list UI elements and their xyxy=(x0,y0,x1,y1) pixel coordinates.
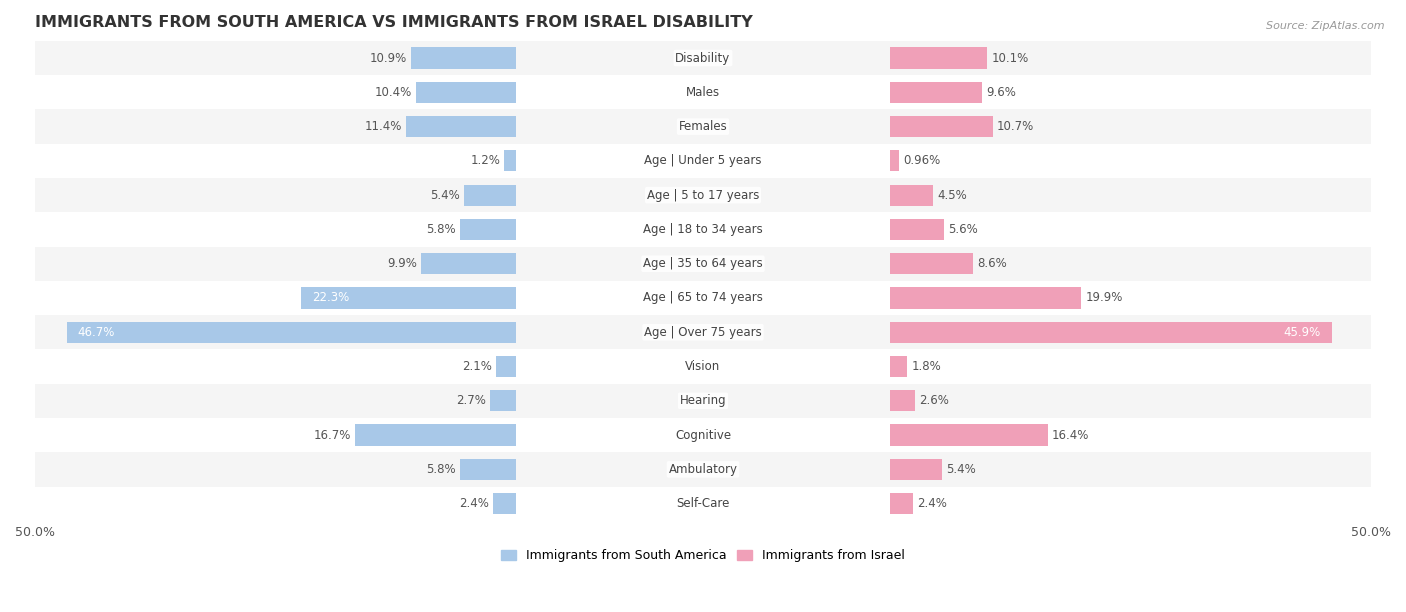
Text: Age | Over 75 years: Age | Over 75 years xyxy=(644,326,762,339)
Text: 9.6%: 9.6% xyxy=(987,86,1017,99)
Legend: Immigrants from South America, Immigrants from Israel: Immigrants from South America, Immigrant… xyxy=(496,544,910,567)
Text: 10.7%: 10.7% xyxy=(997,120,1035,133)
Text: Males: Males xyxy=(686,86,720,99)
Bar xyxy=(35,247,1371,281)
Text: Age | 18 to 34 years: Age | 18 to 34 years xyxy=(643,223,763,236)
Bar xyxy=(35,487,1371,521)
Bar xyxy=(66,322,516,343)
Bar xyxy=(35,418,1371,452)
Bar xyxy=(301,288,516,308)
Bar xyxy=(406,116,516,137)
Text: 2.4%: 2.4% xyxy=(917,497,948,510)
Text: 22.3%: 22.3% xyxy=(312,291,349,305)
Text: Ambulatory: Ambulatory xyxy=(668,463,738,476)
Text: 4.5%: 4.5% xyxy=(938,188,967,201)
Bar xyxy=(505,150,516,171)
Bar xyxy=(890,81,983,103)
Text: Vision: Vision xyxy=(685,360,721,373)
Bar xyxy=(890,459,942,480)
Text: Age | Under 5 years: Age | Under 5 years xyxy=(644,154,762,167)
Bar xyxy=(35,452,1371,487)
Bar xyxy=(890,322,1331,343)
Text: 2.6%: 2.6% xyxy=(920,394,949,408)
Text: 9.9%: 9.9% xyxy=(387,257,416,271)
Bar xyxy=(35,144,1371,178)
Bar xyxy=(35,212,1371,247)
Bar xyxy=(35,178,1371,212)
Text: Age | 5 to 17 years: Age | 5 to 17 years xyxy=(647,188,759,201)
Bar xyxy=(460,219,516,240)
Text: 10.4%: 10.4% xyxy=(374,86,412,99)
Text: 45.9%: 45.9% xyxy=(1284,326,1320,339)
Bar xyxy=(420,253,516,274)
Bar xyxy=(890,425,1047,446)
Text: Source: ZipAtlas.com: Source: ZipAtlas.com xyxy=(1267,21,1385,31)
Bar xyxy=(496,356,516,377)
Text: 5.8%: 5.8% xyxy=(426,463,456,476)
Bar xyxy=(35,41,1371,75)
Text: Disability: Disability xyxy=(675,51,731,64)
Text: 10.9%: 10.9% xyxy=(370,51,408,64)
Bar xyxy=(890,390,915,411)
Text: 2.1%: 2.1% xyxy=(463,360,492,373)
Text: 46.7%: 46.7% xyxy=(77,326,115,339)
Text: 11.4%: 11.4% xyxy=(366,120,402,133)
Text: 10.1%: 10.1% xyxy=(991,51,1028,64)
Text: Self-Care: Self-Care xyxy=(676,497,730,510)
Bar xyxy=(489,390,516,411)
Text: IMMIGRANTS FROM SOUTH AMERICA VS IMMIGRANTS FROM ISRAEL DISABILITY: IMMIGRANTS FROM SOUTH AMERICA VS IMMIGRA… xyxy=(35,15,752,30)
Bar xyxy=(35,384,1371,418)
Text: 16.4%: 16.4% xyxy=(1052,428,1090,442)
Bar xyxy=(890,493,912,514)
Bar xyxy=(411,47,516,69)
Text: 16.7%: 16.7% xyxy=(314,428,352,442)
Bar xyxy=(890,356,907,377)
Text: Age | 65 to 74 years: Age | 65 to 74 years xyxy=(643,291,763,305)
Text: 2.7%: 2.7% xyxy=(456,394,486,408)
Text: Cognitive: Cognitive xyxy=(675,428,731,442)
Text: 2.4%: 2.4% xyxy=(458,497,489,510)
Bar xyxy=(356,425,516,446)
Bar xyxy=(890,150,900,171)
Text: 19.9%: 19.9% xyxy=(1085,291,1123,305)
Bar xyxy=(890,288,1081,308)
Text: 8.6%: 8.6% xyxy=(977,257,1007,271)
Text: Hearing: Hearing xyxy=(679,394,727,408)
Bar xyxy=(890,116,993,137)
Text: 5.4%: 5.4% xyxy=(946,463,976,476)
Text: 1.2%: 1.2% xyxy=(471,154,501,167)
Bar xyxy=(460,459,516,480)
Text: 1.8%: 1.8% xyxy=(911,360,941,373)
Text: Females: Females xyxy=(679,120,727,133)
Bar xyxy=(890,47,987,69)
Bar xyxy=(890,185,934,206)
Bar xyxy=(494,493,516,514)
Bar xyxy=(464,185,516,206)
Bar xyxy=(890,219,943,240)
Text: 0.96%: 0.96% xyxy=(903,154,941,167)
Bar xyxy=(35,349,1371,384)
Bar xyxy=(890,253,973,274)
Text: 5.6%: 5.6% xyxy=(948,223,977,236)
Text: 5.8%: 5.8% xyxy=(426,223,456,236)
Text: Age | 35 to 64 years: Age | 35 to 64 years xyxy=(643,257,763,271)
Text: 5.4%: 5.4% xyxy=(430,188,460,201)
Bar xyxy=(416,81,516,103)
Bar xyxy=(35,110,1371,144)
Bar xyxy=(35,75,1371,110)
Bar xyxy=(35,315,1371,349)
Bar xyxy=(35,281,1371,315)
